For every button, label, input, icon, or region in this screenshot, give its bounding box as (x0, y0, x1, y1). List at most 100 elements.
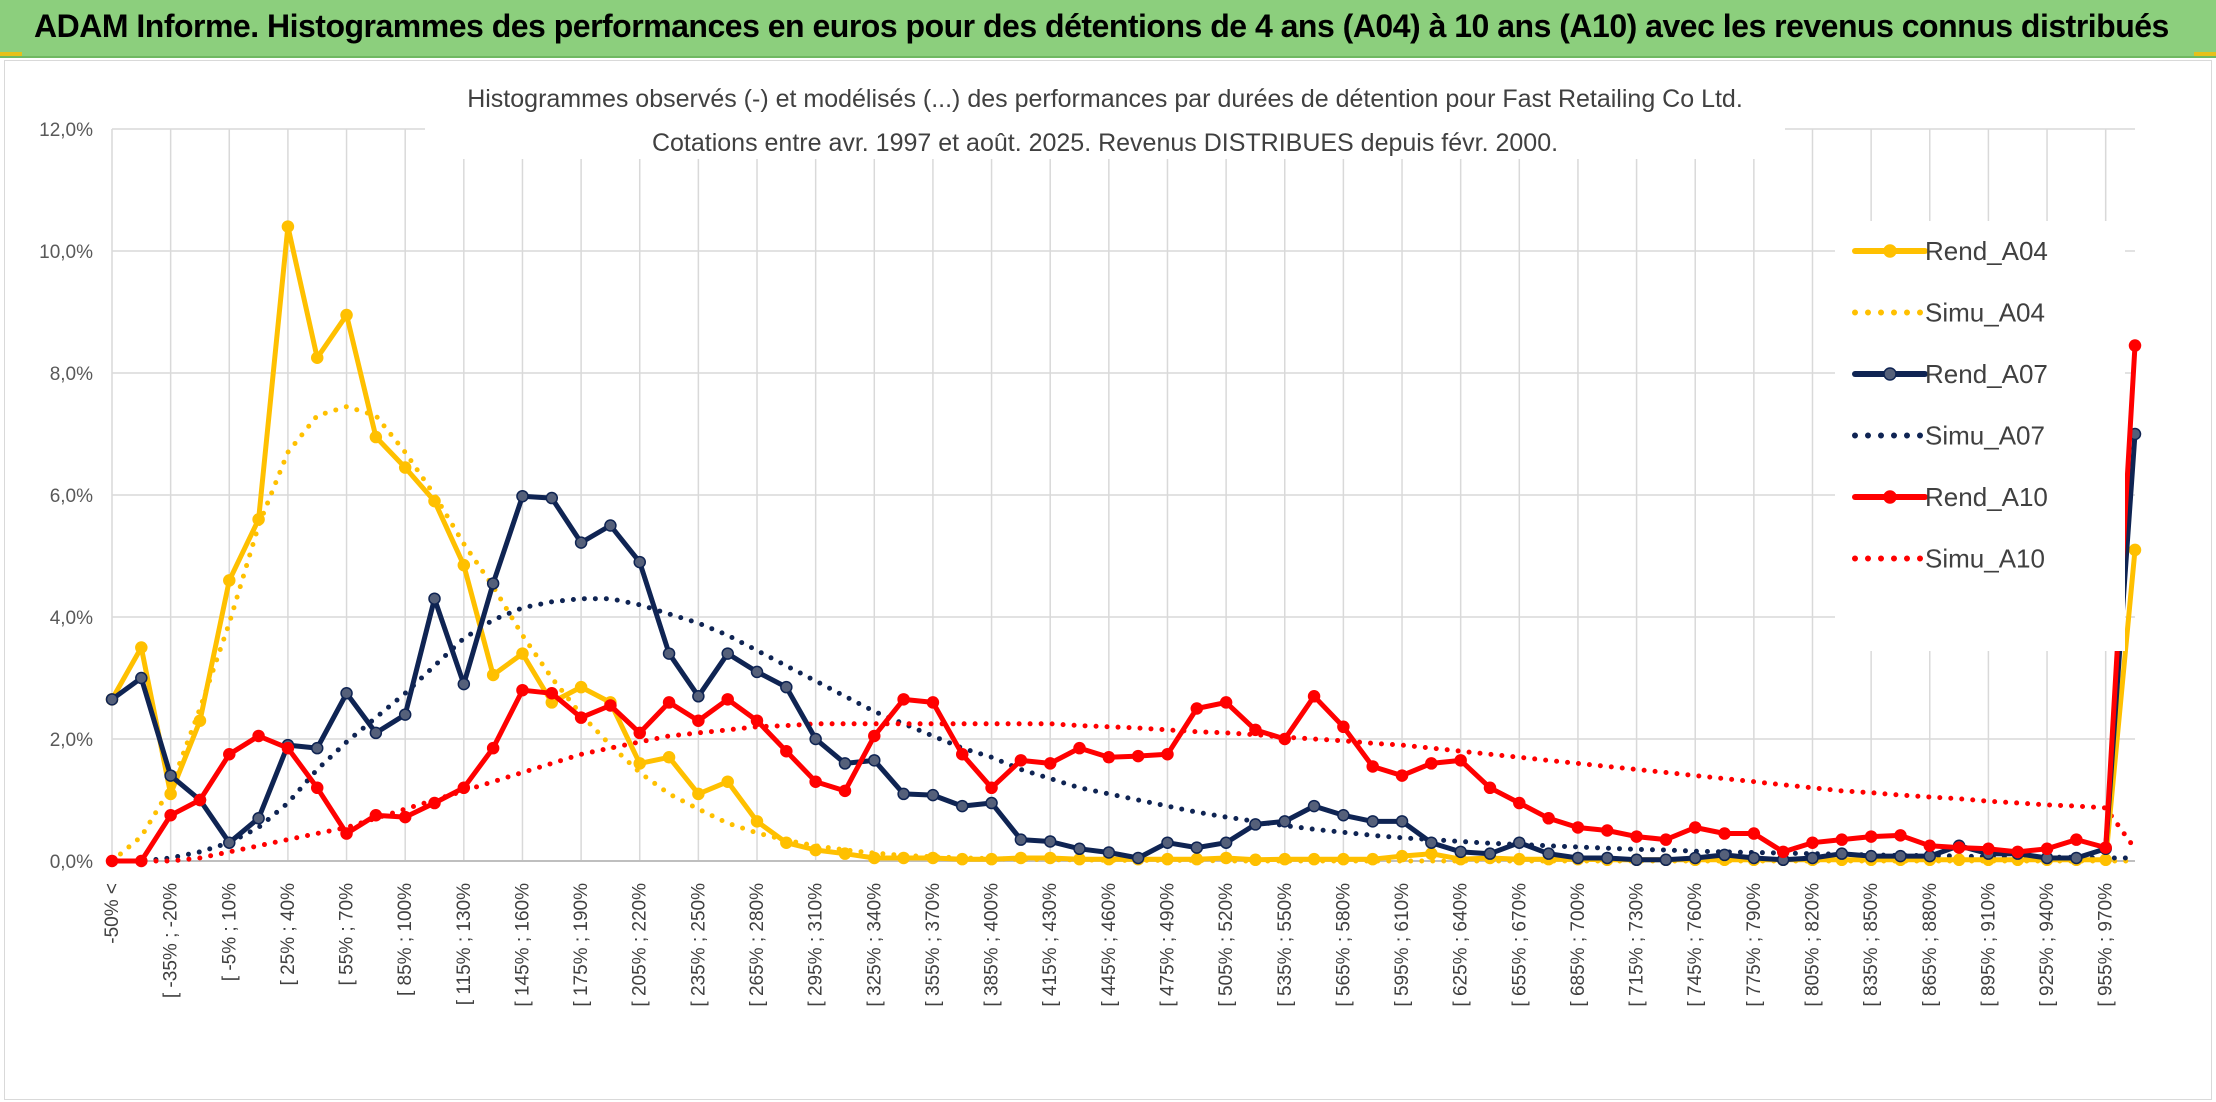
data-point (1131, 851, 1145, 865)
data-point (1483, 847, 1497, 860)
legend-label: Rend_A10 (1925, 482, 2048, 512)
data-point (1043, 851, 1057, 865)
x-tick-label: [ 865% ; 880% (1920, 883, 1941, 1007)
data-point (1366, 815, 1379, 828)
data-point (135, 641, 148, 654)
data-point (1747, 851, 1761, 865)
x-tick-label: [ 85% ; 100% (395, 883, 416, 996)
data-point (1513, 836, 1526, 849)
legend-marker (1883, 490, 1897, 504)
data-point (1864, 849, 1878, 863)
data-point (1337, 809, 1350, 822)
x-axis-labels: -50% < [ -35% ; -20% [ -5% ; 10% [ 25% ; 40… (102, 883, 2117, 1007)
data-point (1630, 830, 1643, 843)
x-tick-label: [ 145% ; 160% (512, 883, 533, 1007)
data-point (1571, 851, 1585, 865)
data-point (1161, 836, 1174, 849)
y-tick-label: 10,0% (39, 242, 93, 263)
data-point (1601, 824, 1614, 837)
data-point (926, 851, 940, 865)
data-point (721, 647, 734, 660)
data-point (223, 748, 236, 761)
legend-item-Simu_A10: Simu_A10 (1852, 544, 2045, 574)
x-tick-label: [ 565% ; 580% (1333, 883, 1354, 1007)
x-tick-label: [ 265% ; 280% (747, 883, 768, 1007)
data-point (1337, 852, 1350, 866)
data-point (1249, 818, 1262, 831)
chart-gridlines (111, 128, 2135, 862)
data-point (135, 671, 148, 685)
data-point (428, 592, 441, 605)
data-point (2070, 851, 2083, 865)
data-point (633, 726, 646, 740)
x-tick-label: [ 55% ; 70% (337, 883, 358, 986)
data-point (1894, 849, 1907, 863)
x-tick-label: [ 385% ; 400% (982, 883, 1003, 1007)
data-point (1278, 732, 1292, 746)
banner-title: ADAM Informe. Histogrammes des performan… (34, 8, 2169, 44)
x-tick-label: [ 355% ; 370% (923, 883, 944, 1007)
data-point (486, 741, 500, 755)
data-point (1043, 757, 1057, 770)
data-point (897, 851, 910, 865)
data-point (1219, 836, 1233, 849)
series-line-Rend_A10 (109, 343, 2138, 864)
data-point (985, 781, 998, 795)
chart-subtitle-line-2: Cotations entre avr. 1997 et août. 2025.… (652, 129, 1558, 157)
chart-legend: Rend_A04 Simu_A04 Rend_A07 Simu_A07 Rend_A10… (1835, 221, 2125, 651)
x-tick-label: [ 895% ; 910% (1978, 883, 1999, 1007)
chart: Histogrammes observés (-) et modélisés (… (39, 81, 2142, 1007)
data-point (1806, 851, 1819, 865)
x-tick-label: [ 205% ; 220% (630, 883, 651, 1007)
data-point (457, 677, 471, 691)
data-point (1952, 853, 1966, 867)
data-point (1718, 848, 1731, 862)
x-tick-label: [ 445% ; 460% (1099, 883, 1120, 1007)
data-point (340, 308, 353, 322)
legend-label: Simu_A10 (1925, 544, 2045, 574)
data-point (1542, 812, 1555, 825)
data-point (1659, 833, 1673, 846)
x-tick-label: [ 235% ; 250% (688, 883, 709, 1007)
data-point (1014, 754, 1028, 767)
series-Rend_A07 (105, 427, 2142, 867)
data-point (545, 491, 559, 505)
x-tick-label: [ 115% ; 130% (454, 883, 475, 1005)
series-line-Rend_A07 (109, 431, 2138, 863)
series-Simu_A04 (109, 404, 2138, 864)
data-point (1425, 757, 1438, 770)
data-point (1806, 836, 1819, 849)
data-point (721, 693, 734, 706)
data-point (2099, 841, 2112, 854)
data-point (1073, 842, 1086, 856)
data-point (281, 741, 295, 755)
data-point (2040, 842, 2054, 856)
y-tick-label: 0,0% (50, 852, 93, 873)
data-point (2128, 543, 2142, 557)
data-point (692, 690, 705, 703)
data-point (1190, 841, 1204, 854)
chart-series (105, 220, 2142, 868)
data-point (1366, 852, 1379, 866)
data-point (1366, 760, 1379, 773)
data-point (516, 683, 529, 697)
x-tick-label: [ 415% ; 430% (1040, 883, 1061, 1007)
data-point (457, 781, 471, 795)
data-point (868, 851, 881, 865)
data-point (1073, 852, 1086, 866)
data-point (750, 665, 764, 679)
x-tick-label: [ 925% ; 940% (2037, 883, 2058, 1007)
data-point (780, 744, 793, 758)
data-point (1307, 799, 1321, 813)
data-point (1014, 851, 1028, 865)
data-point (633, 555, 646, 569)
data-point (1278, 852, 1292, 866)
data-point (1513, 852, 1526, 866)
data-point (1952, 841, 1966, 854)
data-point (164, 787, 177, 801)
x-tick-label: [ 805% ; 820% (1802, 883, 1823, 1007)
y-tick-label: 6,0% (50, 486, 93, 507)
data-point (310, 741, 324, 755)
data-point (1249, 723, 1262, 737)
chart-subtitle-line-1: Histogrammes observés (-) et modélisés (… (467, 85, 1743, 113)
